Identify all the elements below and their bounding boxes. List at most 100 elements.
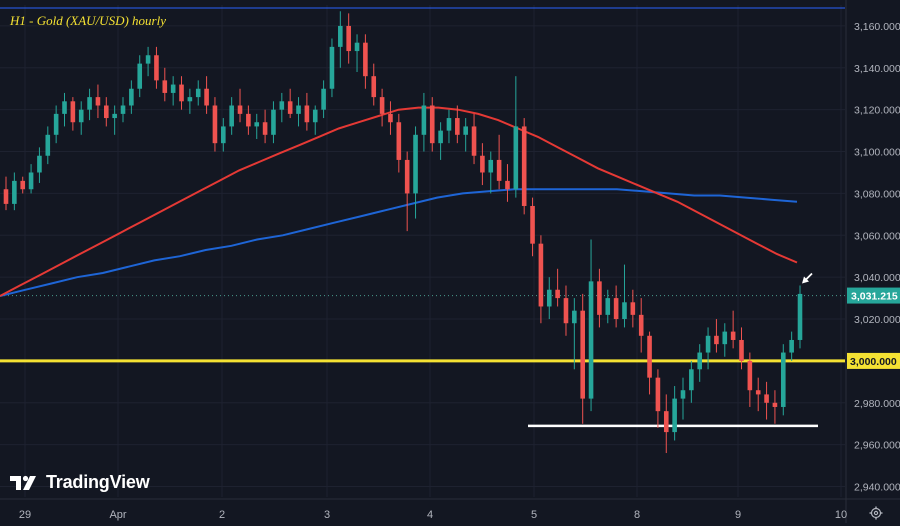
candle bbox=[663, 394, 669, 454]
candle bbox=[3, 176, 9, 211]
candle-body bbox=[538, 243, 544, 307]
candle-body bbox=[53, 113, 59, 135]
candle-body bbox=[329, 46, 335, 89]
candle-body bbox=[404, 159, 410, 194]
tradingview-logo[interactable]: TradingView bbox=[10, 472, 150, 493]
candle-body bbox=[714, 335, 719, 345]
candle bbox=[613, 285, 619, 328]
candle-body bbox=[530, 205, 535, 244]
candle bbox=[129, 80, 134, 114]
candle bbox=[312, 105, 318, 135]
candle-body bbox=[588, 281, 594, 399]
current-price-badge bbox=[847, 287, 900, 304]
candle bbox=[246, 105, 251, 135]
candle bbox=[396, 113, 402, 173]
candle-body bbox=[321, 88, 326, 110]
candle-body bbox=[137, 63, 143, 89]
candle-body bbox=[12, 180, 17, 204]
candle bbox=[20, 176, 26, 194]
candle-body bbox=[697, 352, 703, 370]
candle bbox=[689, 360, 694, 403]
candle-body bbox=[162, 80, 168, 93]
candle-body bbox=[212, 105, 218, 144]
candle bbox=[622, 264, 627, 328]
time-tick-label: 2 bbox=[219, 509, 225, 521]
candle bbox=[45, 126, 51, 165]
candle bbox=[112, 105, 117, 135]
candle-body bbox=[3, 189, 9, 204]
candle bbox=[162, 67, 168, 102]
price-tick-label: 3,100.000 bbox=[854, 147, 900, 159]
time-tick-label: 4 bbox=[427, 509, 433, 521]
candle bbox=[680, 377, 686, 420]
candle bbox=[797, 285, 803, 349]
candle bbox=[555, 268, 560, 307]
candle bbox=[371, 63, 377, 106]
candle-body bbox=[287, 101, 293, 114]
price-tick-label: 3,060.000 bbox=[854, 230, 900, 242]
candle bbox=[789, 331, 794, 361]
candle bbox=[563, 285, 569, 336]
settings-button[interactable] bbox=[868, 505, 884, 521]
candle-body bbox=[580, 310, 585, 399]
candle-body bbox=[546, 289, 552, 307]
candle bbox=[262, 109, 268, 144]
candle bbox=[647, 331, 652, 395]
candle bbox=[229, 97, 234, 135]
candle-body bbox=[471, 126, 477, 156]
candle-body bbox=[154, 55, 159, 81]
candle-body bbox=[87, 97, 92, 110]
candle-body bbox=[95, 97, 101, 106]
candle-body bbox=[513, 126, 519, 190]
brand-name: TradingView bbox=[46, 472, 150, 492]
candle bbox=[655, 369, 661, 428]
candle bbox=[145, 46, 151, 77]
candle-body bbox=[120, 105, 126, 114]
candle-body bbox=[129, 88, 134, 106]
candle-body bbox=[488, 159, 494, 173]
candle-body bbox=[705, 335, 711, 353]
candle-body bbox=[563, 298, 569, 324]
candle bbox=[221, 118, 226, 152]
candle bbox=[254, 113, 260, 139]
candle-body bbox=[672, 398, 677, 433]
candle bbox=[446, 109, 452, 144]
tradingview-logo-icon bbox=[10, 475, 36, 490]
candle-body bbox=[421, 105, 427, 135]
candle bbox=[597, 268, 602, 328]
candle bbox=[70, 97, 76, 131]
candle bbox=[513, 76, 519, 198]
time-tick-label: 3 bbox=[324, 509, 330, 521]
candle-body bbox=[78, 109, 84, 123]
candle-body bbox=[555, 289, 560, 299]
candle-body bbox=[505, 180, 510, 190]
candle-body bbox=[229, 105, 234, 127]
candle-body bbox=[379, 97, 385, 114]
candle bbox=[120, 97, 126, 123]
candle bbox=[755, 377, 761, 412]
candle bbox=[388, 101, 393, 135]
candle bbox=[730, 310, 736, 349]
candle-body bbox=[254, 122, 260, 127]
candle-body bbox=[622, 302, 627, 320]
candle-body bbox=[62, 101, 67, 114]
candle-body bbox=[496, 159, 502, 181]
candle-body bbox=[304, 105, 310, 123]
candle-body bbox=[638, 314, 644, 336]
candle bbox=[279, 92, 285, 123]
candle-body bbox=[262, 122, 268, 135]
candle bbox=[471, 113, 477, 165]
candle bbox=[12, 172, 17, 211]
candle-body bbox=[521, 126, 527, 206]
price-tick-label: 3,160.000 bbox=[854, 21, 900, 33]
candle-body bbox=[597, 281, 602, 315]
candle-body bbox=[663, 411, 669, 433]
candle bbox=[103, 97, 109, 127]
candle bbox=[705, 327, 711, 370]
candle bbox=[37, 147, 42, 183]
candle-body bbox=[455, 118, 460, 135]
candle-body bbox=[112, 113, 117, 119]
candle bbox=[772, 390, 778, 424]
candle-body bbox=[170, 84, 176, 93]
